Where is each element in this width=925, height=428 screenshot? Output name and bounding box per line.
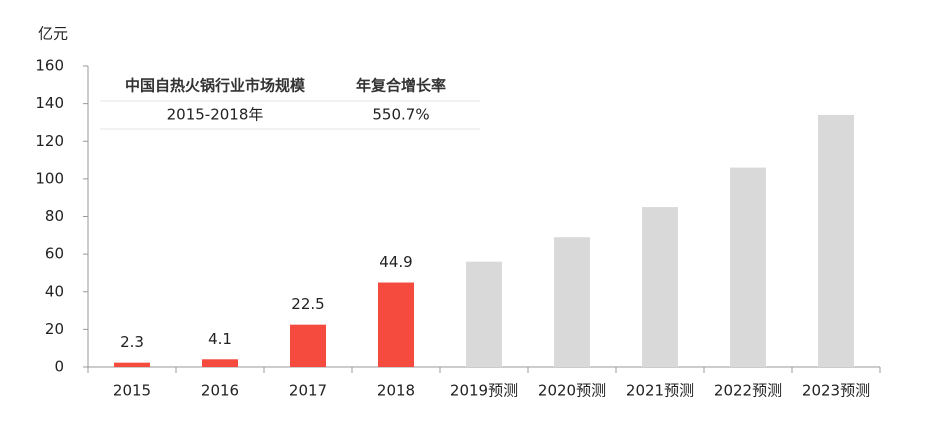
bar (818, 114, 854, 367)
y-tick-label: 20 (45, 320, 64, 338)
y-tick-label: 40 (45, 282, 64, 300)
table-header: 中国自热火锅行业市场规模 (125, 77, 306, 95)
bar (642, 207, 678, 367)
table-cell: 550.7% (372, 106, 429, 124)
bar (554, 237, 590, 367)
bar (114, 362, 150, 367)
x-tick-label: 2022预测 (714, 382, 782, 400)
y-axis-label: 亿元 (38, 25, 68, 43)
y-tick-label: 100 (35, 169, 64, 187)
table-header: 年复合增长率 (356, 77, 446, 95)
data-label: 2.3 (120, 333, 144, 351)
x-tick-label: 2021预测 (626, 382, 694, 400)
y-tick-label: 80 (45, 207, 64, 225)
y-tick-label: 60 (45, 245, 64, 263)
data-label: 44.9 (379, 253, 412, 271)
bar (290, 324, 326, 367)
data-label: 22.5 (291, 295, 324, 313)
y-tick-label: 140 (35, 94, 64, 112)
x-tick-label: 2019预测 (450, 382, 518, 400)
bar (466, 261, 502, 367)
bar (202, 359, 238, 367)
x-tick-label: 2023预测 (802, 382, 870, 400)
y-tick-label: 160 (35, 57, 64, 75)
x-tick-label: 2016 (201, 382, 239, 400)
x-tick-label: 2015 (113, 382, 151, 400)
y-tick-label: 0 (54, 358, 64, 376)
x-tick-label: 2018 (377, 382, 415, 400)
table-cell: 2015-2018年 (167, 106, 264, 124)
bar (730, 167, 766, 367)
x-tick-label: 2020预测 (538, 382, 606, 400)
data-label: 4.1 (208, 330, 232, 348)
y-tick-label: 120 (35, 132, 64, 150)
x-tick-label: 2017 (289, 382, 327, 400)
bar (378, 282, 414, 367)
